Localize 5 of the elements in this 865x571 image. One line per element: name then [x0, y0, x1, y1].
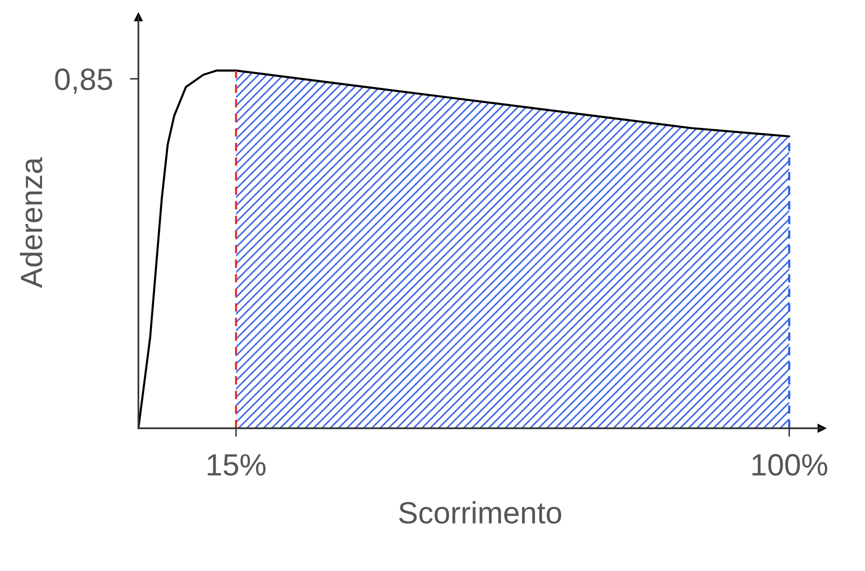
y-tick-label: 0,85	[55, 68, 112, 94]
x-tick-label: 15%	[208, 454, 266, 476]
y-axis-title: Aderenza	[20, 157, 42, 288]
x-axis-title: Scorrimento	[399, 501, 562, 524]
x-tick-label: 100%	[752, 454, 828, 476]
